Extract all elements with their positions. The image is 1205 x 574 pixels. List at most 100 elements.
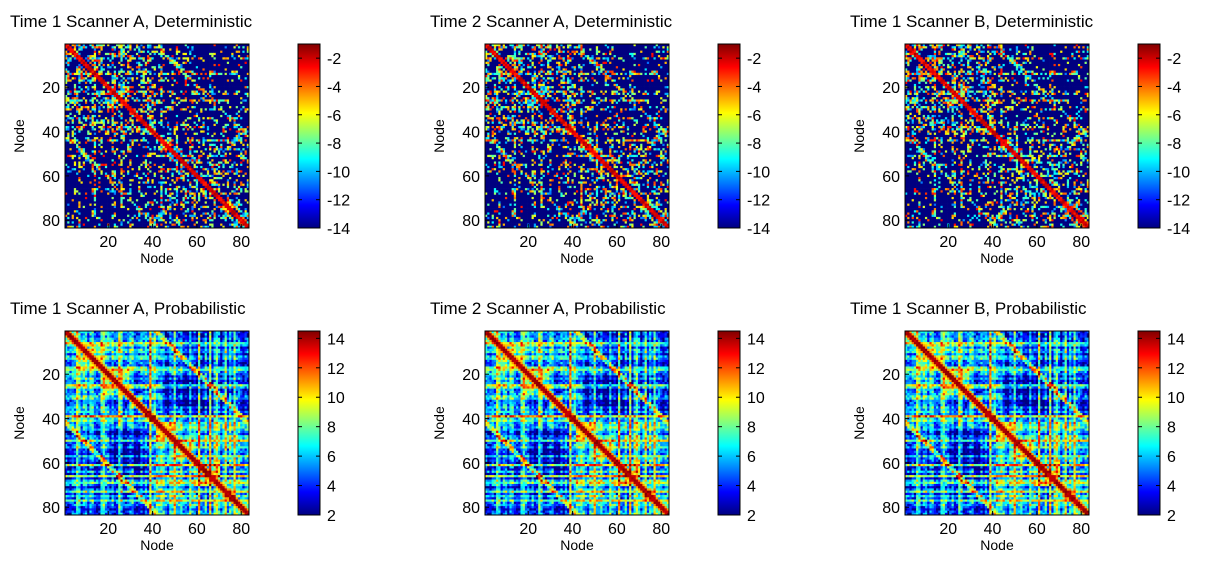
heatmap-cell [147, 61, 150, 65]
heatmap-cell [244, 79, 248, 83]
heatmap-cell [135, 46, 139, 49]
heatmap-cell [244, 161, 248, 165]
heatmap-cell [67, 117, 70, 120]
heatmap-cell [129, 101, 132, 105]
heatmap-cell [182, 57, 186, 60]
heatmap-cell [198, 106, 201, 109]
heatmap-cell [78, 63, 81, 67]
heatmap-cell [175, 168, 179, 171]
heatmap-cell [111, 132, 115, 136]
heatmap-cell [122, 170, 126, 173]
heatmap-cell [171, 130, 174, 134]
heatmap-cell [89, 145, 92, 149]
heatmap-cell [222, 97, 225, 100]
heatmap-cell [164, 168, 168, 171]
heatmap-cell [115, 70, 119, 74]
heatmap-cell [169, 112, 172, 116]
heatmap-cell [206, 150, 210, 153]
heatmap-cell [78, 139, 81, 142]
heatmap-cell [202, 130, 206, 134]
heatmap-cell [173, 79, 177, 83]
heatmap-cell [204, 106, 208, 109]
heatmap-cell [171, 90, 174, 94]
heatmap-cell [171, 79, 174, 83]
heatmap-cell [140, 75, 143, 78]
heatmap-cell [178, 50, 181, 54]
heatmap-cell [133, 163, 137, 167]
heatmap-cell [204, 154, 208, 158]
heatmap-cell [164, 61, 168, 65]
heatmap-cell [186, 112, 190, 116]
heatmap-cell [138, 52, 141, 56]
heatmap-cell [244, 119, 248, 122]
heatmap-cell [189, 163, 192, 167]
heatmap-cell [113, 121, 117, 125]
heatmap-cell [246, 83, 250, 87]
heatmap-cell [178, 57, 181, 60]
heatmap-cell [158, 81, 161, 85]
heatmap-cell [89, 68, 92, 71]
heatmap-cell [129, 86, 132, 89]
heatmap-cell [84, 159, 88, 162]
heatmap-cell [169, 148, 172, 151]
heatmap-cell [211, 99, 214, 102]
heatmap-cell [111, 134, 115, 138]
heatmap-cell [178, 52, 181, 56]
heatmap-cell [91, 63, 95, 67]
heatmap-cell [115, 46, 119, 49]
heatmap-cell [115, 137, 119, 140]
heatmap-cell [142, 170, 146, 173]
heatmap-cell [111, 121, 115, 125]
heatmap-cell [69, 114, 72, 118]
heatmap-cell [65, 112, 68, 116]
heatmap-cell [153, 150, 157, 153]
heatmap-cell [195, 48, 199, 51]
heatmap-cell [135, 99, 139, 102]
heatmap-cell [173, 108, 177, 111]
heatmap-cell [169, 81, 172, 85]
heatmap-cell [195, 99, 199, 102]
heatmap-cell [84, 108, 88, 111]
heatmap-cell [65, 59, 68, 63]
heatmap-cell [233, 88, 237, 91]
heatmap-cell [98, 174, 101, 178]
heatmap-cell [182, 68, 186, 71]
heatmap-cell [209, 134, 212, 138]
heatmap-cell [226, 143, 230, 147]
heatmap-cell [244, 154, 248, 158]
heatmap-cell [138, 132, 141, 136]
heatmap-cell [104, 103, 108, 107]
heatmap-cell [76, 132, 79, 136]
heatmap-cell [180, 163, 183, 167]
heatmap-cell [107, 152, 110, 156]
heatmap-cell [131, 52, 135, 56]
heatmap-cell [209, 170, 212, 173]
heatmap-cell [135, 59, 139, 63]
heatmap-cell [198, 112, 201, 116]
heatmap-cell [211, 174, 214, 178]
heatmap-cell [204, 86, 208, 89]
heatmap-cell [111, 77, 115, 80]
heatmap-cell [198, 165, 201, 169]
heatmap-cell [93, 154, 97, 158]
heatmap-cell [198, 110, 201, 114]
heatmap-cell [182, 165, 186, 169]
heatmap-cell [202, 55, 206, 58]
heatmap-cell [226, 81, 230, 85]
heatmap-cell [160, 77, 163, 80]
heatmap-cell [233, 154, 237, 158]
heatmap-cell [229, 50, 232, 54]
heatmap-cell [133, 152, 137, 156]
heatmap-cell [193, 130, 197, 134]
heatmap-cell [166, 57, 170, 60]
heatmap-cell [240, 106, 243, 109]
heatmap-cell [93, 114, 97, 118]
heatmap-cell [246, 119, 250, 122]
heatmap-cell [162, 66, 166, 69]
heatmap-cell [166, 77, 170, 80]
heatmap-cell [246, 44, 250, 47]
heatmap-cell [89, 97, 92, 100]
heatmap-cell [113, 123, 117, 127]
heatmap-cell [127, 174, 130, 178]
heatmap-cell [215, 112, 219, 116]
